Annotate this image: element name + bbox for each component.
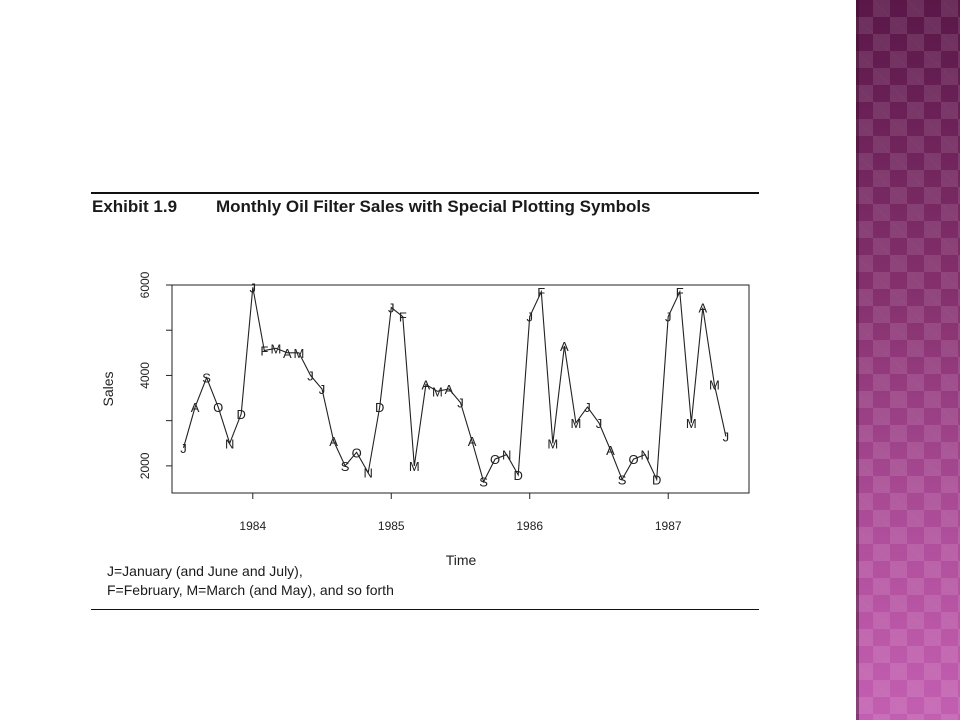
x-tick-label: 1987: [655, 519, 682, 533]
data-point-label: M: [686, 416, 697, 431]
caption: J=January (and June and July), F=Februar…: [107, 562, 394, 600]
data-point-label: M: [547, 436, 558, 451]
data-point-label: J: [307, 368, 314, 383]
data-point-label: S: [202, 371, 211, 386]
data-point-label: S: [479, 475, 488, 490]
data-point-label: D: [652, 472, 661, 487]
data-point-label: O: [213, 400, 223, 415]
data-point-label: A: [468, 434, 477, 449]
data-point-label: D: [375, 400, 384, 415]
series-line: [182, 287, 727, 484]
data-point-label: J: [723, 429, 730, 444]
data-point-label: A: [422, 377, 431, 392]
caption-line-2: F=February, M=March (and May), and so fo…: [107, 582, 394, 598]
exhibit-heading: Exhibit 1.9 Monthly Oil Filter Sales with…: [92, 197, 752, 217]
data-point-label: F: [676, 285, 684, 300]
data-point-label: M: [270, 341, 281, 356]
data-point-label: J: [457, 396, 464, 411]
data-point-label: J: [584, 400, 591, 415]
data-point-label: J: [388, 301, 395, 316]
exhibit-label: Exhibit 1.9: [92, 197, 178, 216]
y-axis: 2000 4000 6000: [138, 271, 172, 479]
data-point-label: S: [618, 472, 627, 487]
y-axis-title: Sales: [100, 371, 116, 406]
data-point-label: D: [514, 468, 523, 483]
data-point-label: F: [260, 344, 268, 359]
data-point-label: D: [237, 407, 246, 422]
data-point-label: M: [570, 416, 581, 431]
data-point-label: F: [399, 310, 407, 325]
data-point-label: F: [537, 285, 545, 300]
data-point-label: N: [363, 466, 372, 481]
data-point-label: M: [294, 346, 305, 361]
data-point-label: J: [250, 280, 257, 295]
decorative-side-panel: [856, 0, 960, 720]
data-point-label: A: [606, 443, 615, 458]
y-tick-label: 4000: [138, 362, 152, 389]
data-point-label: J: [526, 310, 533, 325]
data-point-label: M: [432, 384, 443, 399]
x-tick-label: 1986: [516, 519, 543, 533]
data-point-label: M: [409, 459, 420, 474]
x-axis: 1984 1985 1986 1987: [239, 493, 682, 533]
data-point-label: J: [665, 310, 672, 325]
data-point-label: O: [629, 452, 639, 467]
data-point-label: A: [560, 339, 569, 354]
data-point-label: N: [502, 448, 511, 463]
data-point-label: A: [329, 434, 338, 449]
x-tick-label: 1984: [239, 519, 266, 533]
data-point-label: O: [352, 445, 362, 460]
x-axis-title: Time: [446, 552, 477, 568]
data-point-label: M: [709, 377, 720, 392]
x-tick-label: 1985: [378, 519, 405, 533]
caption-line-1: J=January (and June and July),: [107, 563, 303, 579]
data-point-label: J: [319, 382, 326, 397]
y-tick-label: 2000: [138, 452, 152, 479]
data-point-label: J: [596, 416, 603, 431]
data-point-label: A: [283, 346, 292, 361]
exhibit-title: Monthly Oil Filter Sales with Special Pl…: [216, 197, 651, 216]
top-rule: [91, 192, 759, 194]
bottom-rule: [91, 609, 759, 610]
data-point-label: S: [341, 459, 350, 474]
y-tick-label: 6000: [138, 271, 152, 298]
data-point-label: O: [490, 452, 500, 467]
plot-frame: [171, 284, 750, 494]
data-point-label: A: [699, 301, 708, 316]
data-point-label: N: [640, 448, 649, 463]
data-point-label: N: [225, 436, 234, 451]
data-point-label: A: [445, 382, 454, 397]
data-point-label: A: [191, 400, 200, 415]
data-point-label: J: [180, 441, 187, 456]
